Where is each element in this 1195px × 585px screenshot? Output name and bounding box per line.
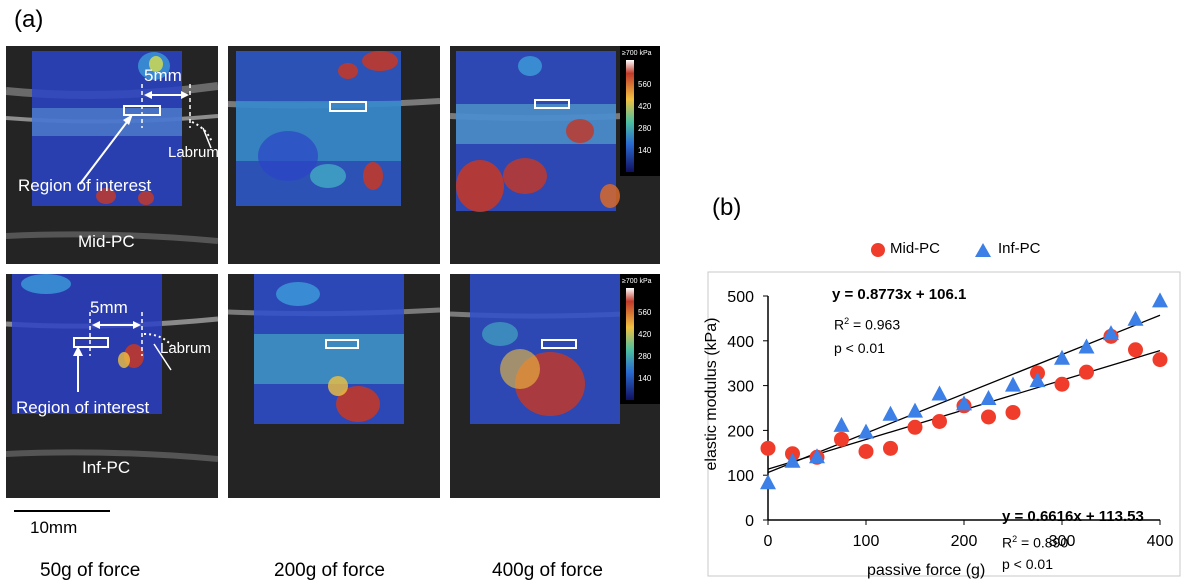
y-axis-label: elastic modulus (kPa) [703,317,720,471]
colorbar-tick: 140 [638,374,652,383]
scale-bar [14,510,110,512]
distance-label: 5mm [90,298,128,317]
scale-bar-label: 10mm [30,518,78,537]
panel-a-label: (a) [14,6,44,33]
elastogram-mid-400g: ≥700 kPa 560 420 280 140 [450,46,660,264]
data-point-inf-pc [956,395,972,411]
elastogram-mid-50g: 5mm Labrum Region of interest Mid-PC [6,46,218,264]
data-point-mid-pc [1079,364,1094,380]
x-tick-label: 100 [853,533,880,550]
data-point-inf-pc [1005,376,1021,392]
data-point-mid-pc [1152,352,1168,368]
roi-label: Region of interest [16,398,150,417]
legend-label-mid-pc: Mid-PC [890,240,941,257]
distance-label: 5mm [144,66,182,85]
data-point-inf-pc [1103,325,1119,341]
trendline-inf-pc [767,314,1161,474]
roi-label: Region of interest [18,176,152,195]
colorbar-tick: 280 [638,352,652,361]
labrum-label: Labrum [168,144,218,161]
legend-label-inf-pc: Inf-PC [998,240,1041,257]
legend-marker-inf-pc [975,243,991,257]
row-label-inf-pc: Inf-PC [82,458,131,477]
plot-frame [707,271,1181,577]
data-point-inf-pc [931,385,948,401]
data-point-inf-pc [882,405,899,421]
data-point-mid-pc [858,443,874,459]
data-point-mid-pc [883,440,898,456]
data-point-inf-pc [760,474,776,490]
colorbar-tick: 280 [638,124,652,133]
elastogram-mid-200g [228,46,440,264]
x-tick-label: 0 [764,533,773,550]
x-tick-label: 300 [1049,533,1076,550]
fit-p-inf-pc: p < 0.01 [834,340,885,356]
y-tick-label: 200 [727,423,754,440]
column-label-200g: 200g of force [274,560,385,581]
x-tick-label: 200 [951,533,978,550]
x-tick-label: 400 [1147,533,1174,550]
data-point-inf-pc [907,402,923,418]
fit-equation-mid-pc: y = 0.6616x + 113.53 [1002,508,1144,525]
legend-marker-mid-pc [871,243,885,257]
elastogram-inf-50g: 5mm Labrum Region of interest Inf-PC [6,274,218,498]
data-point-inf-pc [809,448,825,464]
data-point-inf-pc [784,452,801,468]
colorbar-unit: ≥700 kPa [622,278,652,285]
y-tick-label: 300 [727,379,754,396]
data-point-inf-pc [1127,310,1144,326]
data-point-mid-pc [1054,376,1070,392]
data-point-inf-pc [833,416,850,432]
labrum-label: Labrum [160,340,211,357]
data-point-inf-pc [858,423,874,439]
colorbar-tick: 560 [638,308,652,317]
colorbar-tick: 560 [638,80,652,89]
column-label-400g: 400g of force [492,560,603,581]
y-tick-label: 400 [727,334,754,351]
elastogram-inf-400g: ≥700 kPa 560 420 280 140 [450,274,660,498]
data-point-mid-pc [1005,404,1021,420]
data-point-mid-pc [932,413,947,429]
y-tick-label: 0 [745,513,754,530]
data-point-inf-pc [1152,292,1168,308]
fit-r2-inf-pc: R2 = 0.963 [834,316,901,333]
data-point-inf-pc [1078,338,1095,354]
fit-r2-mid-pc: R2 = 0.890 [1002,534,1069,551]
x-axis-label: passive force (g) [867,562,986,579]
colorbar-tick: 420 [638,102,652,111]
row-label-mid-pc: Mid-PC [78,232,135,251]
elastogram-inf-200g [228,274,440,498]
data-point-mid-pc [907,419,923,435]
colorbar-tick: 420 [638,330,652,339]
y-tick-label: 100 [727,468,754,485]
data-point-mid-pc [981,409,996,425]
data-point-mid-pc [760,440,776,456]
data-point-mid-pc [1128,342,1143,358]
data-point-inf-pc [980,390,997,406]
fit-p-mid-pc: p < 0.01 [1002,556,1053,572]
scatter-chart: 0 100 200 300 400 0 100 200 300 400 500 [707,271,1181,577]
colorbar-unit: ≥700 kPa [622,50,652,57]
y-tick-label: 500 [727,289,754,306]
panel-b-label: (b) [712,194,742,221]
chart-legend: Mid-PC Inf-PC [870,238,1070,262]
colorbar-tick: 140 [638,146,652,155]
data-point-inf-pc [1054,349,1070,365]
data-point-inf-pc [1029,372,1046,388]
fit-equation-inf-pc: y = 0.8773x + 106.1 [832,286,967,303]
column-label-50g: 50g of force [40,560,141,581]
data-point-mid-pc [834,431,849,447]
